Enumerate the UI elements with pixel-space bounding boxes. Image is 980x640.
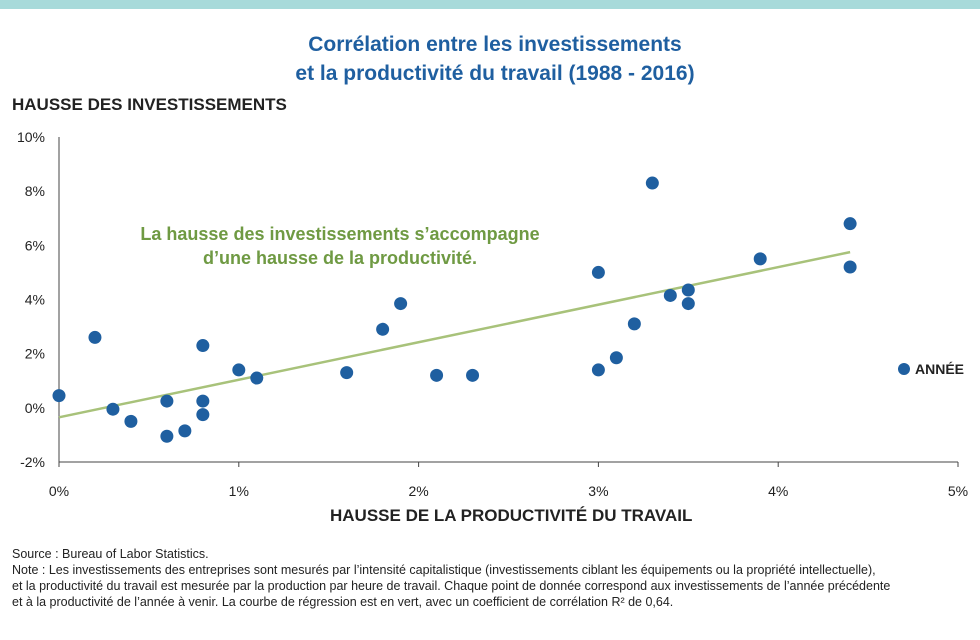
data-point [232, 363, 246, 377]
x-tick-label: 1% [229, 483, 249, 499]
axes [58, 137, 958, 463]
annotation-line-1: La hausse des investissements s’accompag… [140, 224, 540, 244]
y-tick-label: 10% [17, 129, 45, 145]
data-point [160, 394, 174, 408]
data-point [394, 297, 408, 311]
footer-notes: Source : Bureau of Labor Statistics. Not… [12, 546, 962, 610]
tick-labels: -2%0%2%4%6%8%10%0% 1% 2% 3% 4% 5% [17, 129, 968, 499]
regression-line [58, 250, 851, 419]
x-axis-title: HAUSSE DE LA PRODUCTIVITÉ DU TRAVAIL [330, 506, 693, 525]
x-tick-label: 4% [768, 483, 788, 499]
top-accent-bar [0, 0, 980, 9]
source-note: Source : Bureau of Labor Statistics. [12, 547, 209, 561]
data-point [843, 260, 857, 274]
data-point [753, 252, 767, 266]
data-point [591, 363, 605, 377]
y-tick-label: 2% [25, 346, 45, 362]
data-point [196, 394, 210, 408]
y-tick-label: 8% [25, 183, 45, 199]
data-point [627, 317, 641, 331]
data-point [52, 389, 66, 403]
data-point [376, 322, 390, 336]
method-note-line-3: et à la productivité de l’année à venir.… [12, 595, 674, 609]
chart-title: Corrélation entre les investissements et… [0, 30, 980, 88]
y-tick-label: -2% [20, 454, 45, 470]
data-point [681, 283, 695, 297]
data-point [250, 371, 264, 385]
data-point [196, 408, 210, 422]
x-tick-label: 2% [408, 483, 428, 499]
legend-label: ANNÉE [915, 361, 965, 377]
legend: ANNÉE [898, 360, 964, 378]
data-point [88, 330, 102, 344]
data-point [430, 368, 444, 382]
chart-title-line-1: Corrélation entre les investissements [308, 33, 682, 56]
data-points [52, 176, 857, 443]
x-tick-label: 0% [49, 483, 69, 499]
data-point [681, 297, 695, 311]
x-tick-label: 5% [948, 483, 968, 499]
x-tick-label: 3% [588, 483, 608, 499]
y-tick-label: 4% [25, 292, 45, 308]
data-point [466, 368, 480, 382]
data-point [124, 414, 138, 428]
data-point [160, 429, 174, 443]
method-note-line-2: et la productivité du travail est mesuré… [12, 579, 891, 593]
data-point [645, 176, 659, 190]
y-tick-label: 6% [25, 237, 45, 253]
data-point [591, 265, 605, 279]
annotation-line-2: d’une hausse de la productivité. [202, 248, 478, 268]
data-point [843, 217, 857, 231]
y-axis-title: HAUSSE DES INVESTISSEMENTS [12, 95, 287, 114]
y-tick-label: 0% [25, 400, 45, 416]
legend-marker [898, 363, 910, 375]
data-point [663, 288, 677, 302]
data-point [196, 339, 210, 353]
data-point [609, 351, 623, 365]
data-point [106, 402, 120, 416]
regression-layer [58, 250, 851, 419]
chart-annotation: La hausse des investissements s’accompag… [60, 222, 620, 270]
chart-title-line-2: et la productivité du travail (1988 - 20… [295, 62, 695, 85]
data-point [178, 424, 192, 438]
method-note-line-1: Note : Les investissements des entrepris… [12, 563, 876, 577]
data-point [340, 366, 354, 380]
